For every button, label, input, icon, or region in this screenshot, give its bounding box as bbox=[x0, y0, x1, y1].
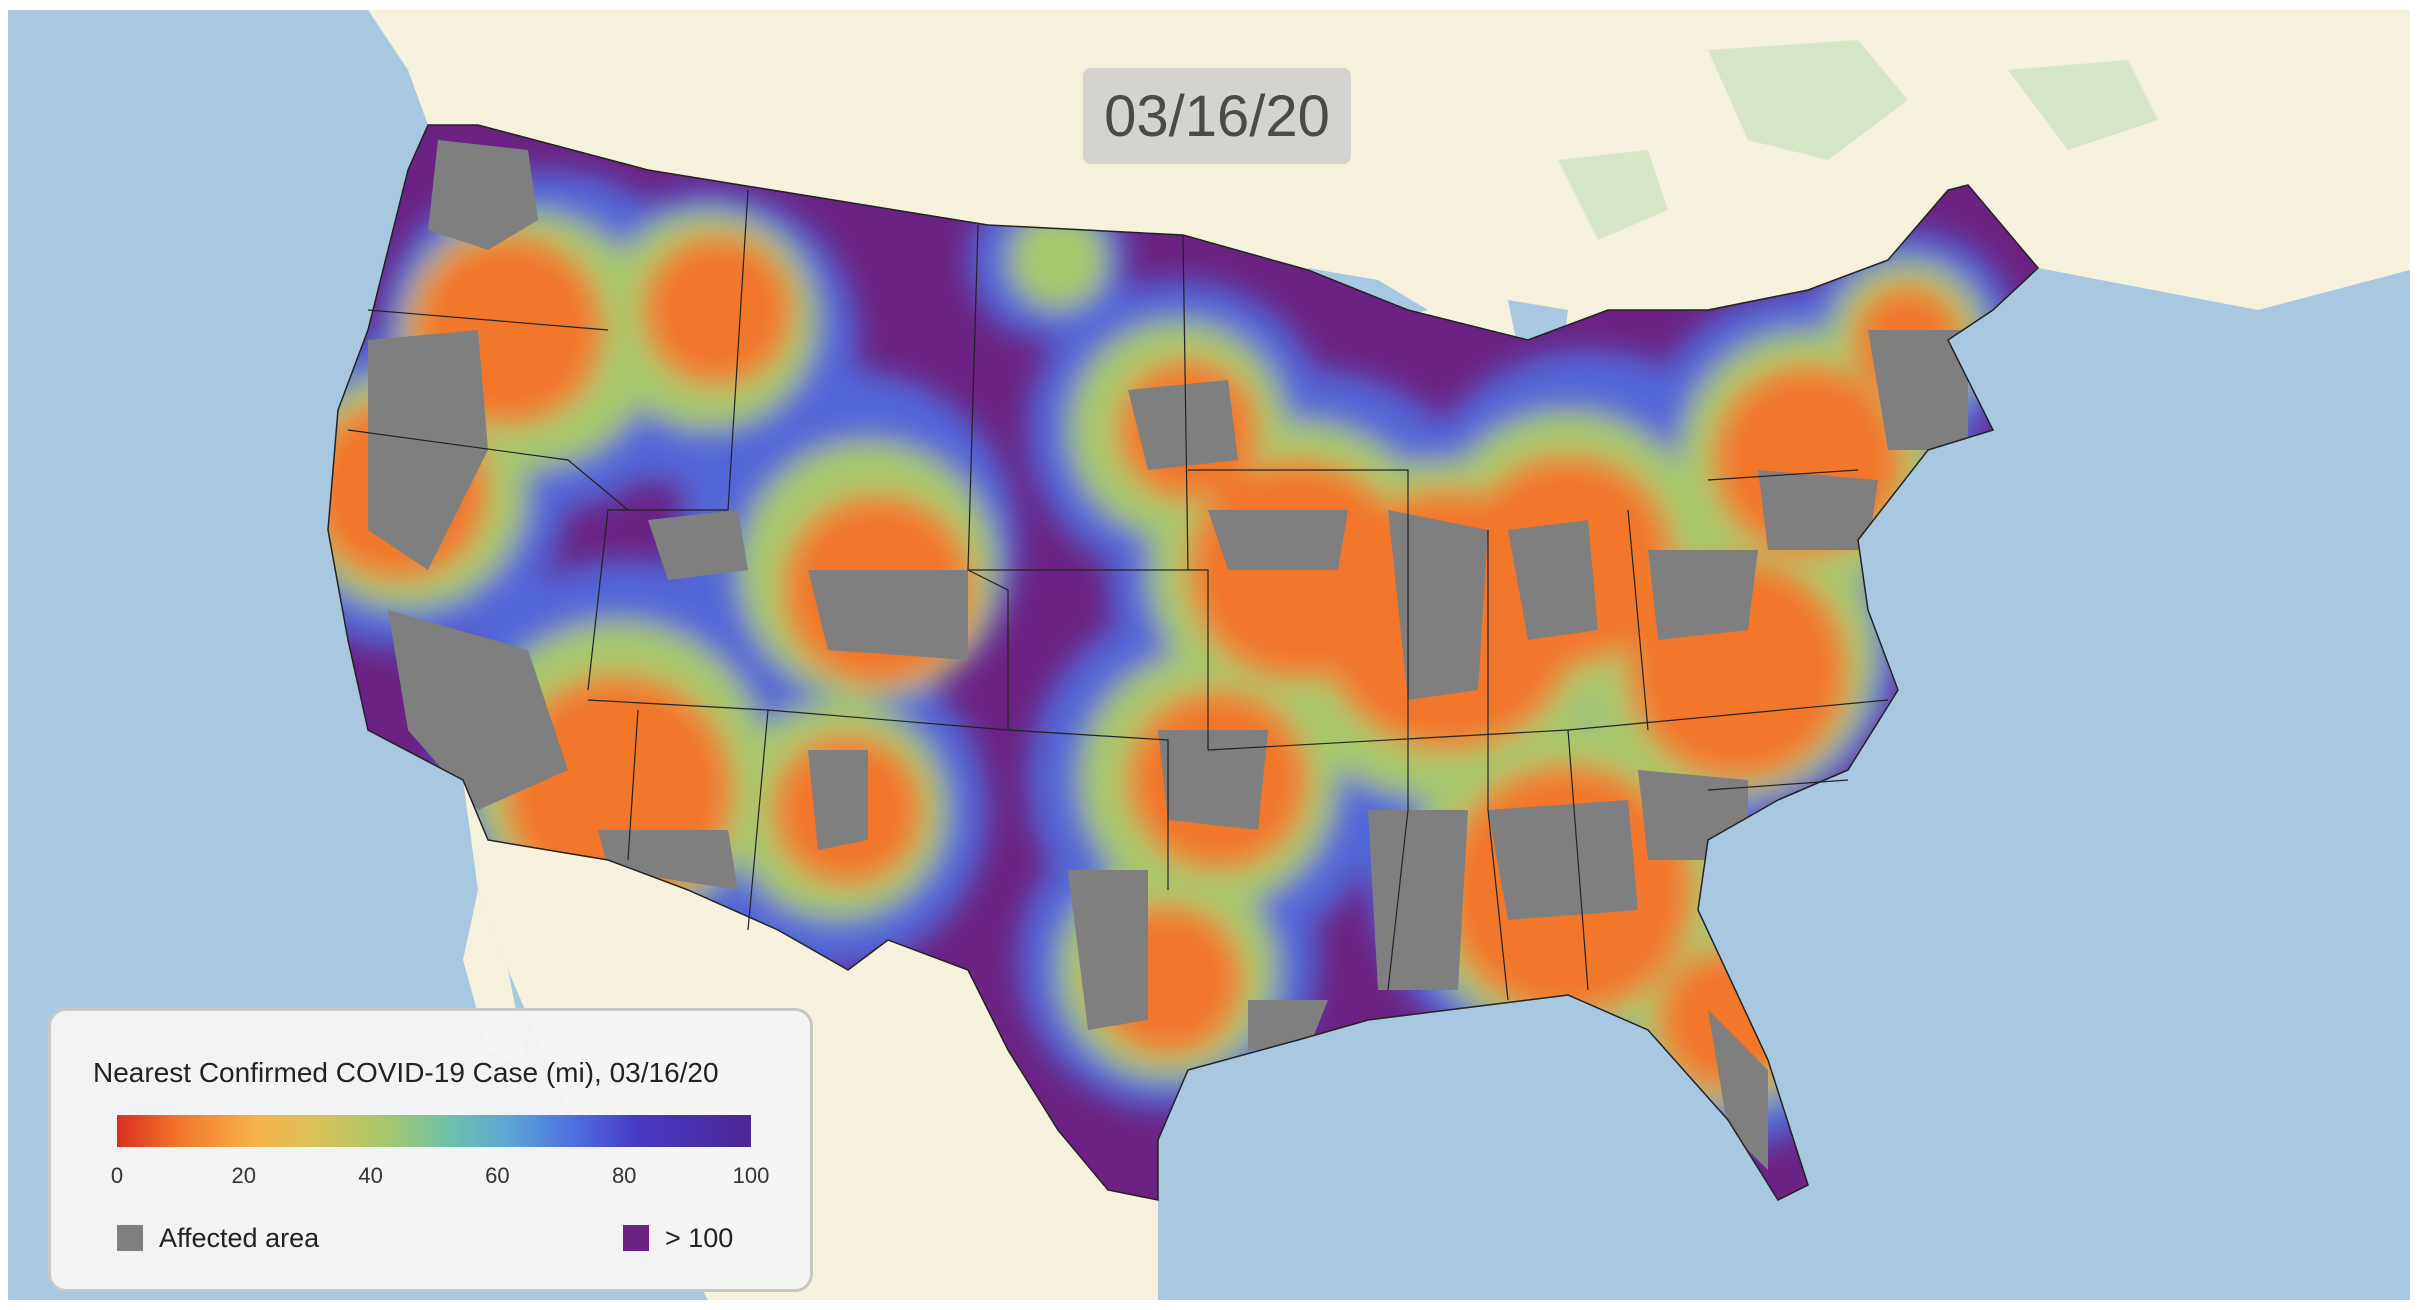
map-viewport[interactable]: 03/16/20 Nearest Confirmed COVID-19 Case… bbox=[8, 10, 2410, 1300]
canada-greenery bbox=[1558, 40, 2158, 240]
legend-tick: 40 bbox=[358, 1163, 383, 1188]
affected-areas bbox=[368, 140, 1968, 1170]
affected-label: Affected area bbox=[159, 1223, 320, 1253]
over-100-label: > 100 bbox=[665, 1223, 734, 1253]
legend-tick: 20 bbox=[231, 1163, 257, 1188]
date-badge: 03/16/20 bbox=[1083, 68, 1351, 164]
legend-tick: 80 bbox=[611, 1163, 637, 1188]
affected-swatch bbox=[117, 1225, 143, 1251]
over-100-swatch bbox=[623, 1225, 649, 1251]
legend-tick: 60 bbox=[485, 1163, 510, 1188]
legend-panel: Nearest Confirmed COVID-19 Case (mi), 03… bbox=[48, 1008, 813, 1292]
legend-color-bar bbox=[117, 1115, 751, 1147]
state-borders bbox=[347, 189, 1889, 1001]
us-outline bbox=[327, 124, 2040, 1201]
legend-title: Nearest Confirmed COVID-19 Case (mi), 03… bbox=[93, 1057, 719, 1088]
legend-tick: 0 bbox=[110, 1163, 124, 1188]
legend-tick: 100 bbox=[732, 1163, 770, 1188]
